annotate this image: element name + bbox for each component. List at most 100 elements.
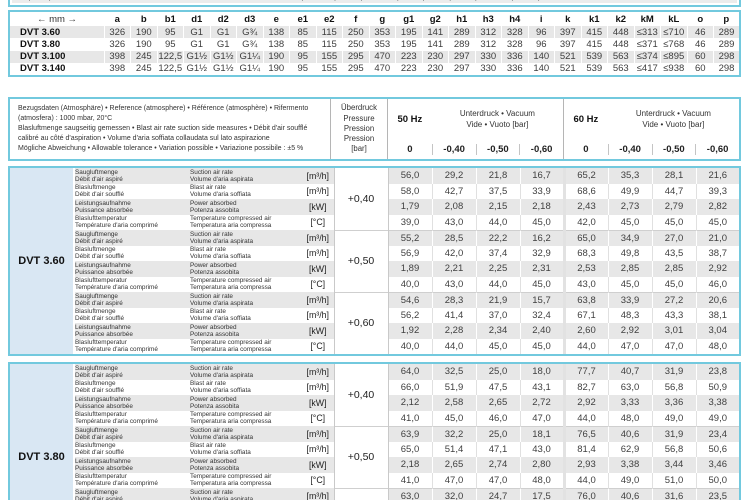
dims-unit-header: ← mm → xyxy=(36,13,78,25)
param-label-en: Blast air rate xyxy=(190,380,226,388)
dimensions-table: ← mm → a b b1 d1 d2 d3 e e1 e2 f g g1 g2 h1 h3 h4 i k k1 k2 k… xyxy=(8,10,741,77)
reference-line: Mögliche Abweichung • Allowable toleranc… xyxy=(18,145,304,152)
data-value: 3,38 xyxy=(695,395,739,411)
dims-value: 140 xyxy=(527,50,555,64)
reference-line: Bezugsdaten (Atmosphäre) • Reference (at… xyxy=(18,105,309,122)
dims-value: 190 xyxy=(130,38,157,51)
data-value: 63,8 xyxy=(562,291,608,308)
dims-value: ≤895 xyxy=(660,50,687,64)
param-label-en-it: Temperature compressed air Temperatura ar… xyxy=(190,215,302,231)
data-value: 46,0 xyxy=(475,410,520,426)
dims-value: 190 xyxy=(130,26,157,39)
dims-column-header: d3 xyxy=(244,13,256,25)
pressure-value: +0,40 xyxy=(333,364,389,426)
param-label-fr: Température d'aria comprimé xyxy=(75,222,158,230)
param-label-de-fr: Blaslufttemperatur Température d'aria com… xyxy=(74,277,190,293)
param-label-de-fr: Blaslufttemperatur Température d'aria com… xyxy=(74,473,190,489)
dims-value: 470 xyxy=(368,63,396,76)
dims-value: 141 xyxy=(421,38,449,51)
frequency-group-top: 60 Hz Unterdruck • Vacuum Vide • Vuoto [ba… xyxy=(564,99,739,140)
dims-value: 115 xyxy=(315,38,343,51)
param-label-de-fr: Blasluftmenge Débit d'air soufflé xyxy=(74,380,190,396)
data-value: 56,0 xyxy=(388,168,432,184)
dims-value: 295 xyxy=(342,50,369,64)
spec-row: Saugluftmenge Débit d'air aspiré Suction a… xyxy=(10,425,739,488)
data-value: 2,93 xyxy=(562,457,608,473)
dims-value: 95 xyxy=(289,63,316,76)
data-value: 31,6 xyxy=(651,487,696,500)
dims-value: 141 xyxy=(421,26,449,39)
data-value: 2,25 xyxy=(475,261,520,277)
data-value: 56,2 xyxy=(400,309,420,321)
model-name: DVT 3.60 xyxy=(20,26,61,38)
data-value: 32,4 xyxy=(519,307,564,323)
data-value: 31,9 xyxy=(651,425,696,442)
dims-value: 230 xyxy=(421,50,449,64)
vacuum-column-header: -0,50 xyxy=(651,144,696,155)
data-value: 47,0 xyxy=(519,410,564,426)
data-value: 68,3 xyxy=(562,245,608,261)
dims-value: ≤768 xyxy=(660,38,687,51)
param-label-de: Blaslufttemperatur xyxy=(75,411,127,419)
spec-row: Blasluftmenge Débit d'air soufflé Blast ai… xyxy=(10,441,739,457)
data-value: 2,40 xyxy=(519,323,564,339)
data-value: 66,0 xyxy=(400,381,420,393)
data-value: 46,0 xyxy=(695,276,739,292)
dims-column-header: f xyxy=(354,13,358,25)
param-label-en: Temperature compressed air xyxy=(190,473,272,481)
param-label-it: Temperatura aria compressa xyxy=(190,418,272,426)
param-label-de-fr: Saugluftmenge Débit d'air aspiré xyxy=(74,364,190,380)
frequency-label: 50 Hz xyxy=(397,114,423,125)
data-value: 44,0 xyxy=(562,472,608,488)
data-value: 45,0 xyxy=(651,214,696,230)
unit-label: [m³/h] xyxy=(302,488,334,500)
param-label-en: Suction air rate xyxy=(190,488,233,496)
unit-label: [m³/h] xyxy=(306,186,329,197)
data-value: 2,18 xyxy=(519,199,564,215)
unit-label: [kW] xyxy=(302,323,334,339)
unit-label: [kW] xyxy=(302,457,334,473)
data-value: 45,0 xyxy=(695,214,739,230)
data-value: 63,9 xyxy=(388,425,432,442)
param-label-it: Potenza assobita xyxy=(190,206,240,214)
data-value: 40,7 xyxy=(607,364,652,380)
param-label-de-fr: Leistungsaufnahme Puissance absorbée xyxy=(74,395,190,411)
spec-section: DVT 3.60 Saugluftmenge Débit d'air aspiré S… xyxy=(8,166,741,356)
data-value: 2,73 xyxy=(607,199,652,215)
data-value: 65,0 xyxy=(562,229,608,246)
param-label-en: Blast air rate xyxy=(190,442,226,450)
dims-value: G1 xyxy=(209,38,237,51)
dims-value: 398 xyxy=(103,50,131,64)
param-label-en-it: Power absorbed Potenza assobita xyxy=(190,199,302,215)
data-value: 15,7 xyxy=(519,291,564,308)
data-value: 76,0 xyxy=(562,487,608,500)
dims-value: 336 xyxy=(501,50,528,64)
dims-value: 46 xyxy=(686,26,714,39)
dims-value: 312 xyxy=(474,26,502,39)
vacuum-column-header: -0,60 xyxy=(695,144,739,155)
dims-value: 353 xyxy=(368,38,396,51)
data-value: 2,34 xyxy=(475,323,520,339)
dims-value: G1½ xyxy=(209,63,237,76)
data-value: 2,18 xyxy=(388,457,432,473)
dims-value: 470 xyxy=(368,50,396,64)
param-label-it: Potenza assobita xyxy=(190,330,240,338)
param-label-de-fr: Blaslufttemperatur Température d'aria com… xyxy=(74,215,190,231)
param-label-it: Potenza assobita xyxy=(190,464,240,472)
data-value: 33,9 xyxy=(519,183,564,199)
param-label-de: Saugluftmenge xyxy=(75,168,118,176)
data-value: 33,9 xyxy=(607,291,652,308)
dims-value: 250 xyxy=(342,26,369,39)
data-value: 50,6 xyxy=(695,441,739,457)
param-label-en: Blast air rate xyxy=(190,246,226,254)
param-label-de-fr: Blasluftmenge Débit d'air soufflé xyxy=(74,184,190,200)
dims-column-header: h3 xyxy=(482,13,494,25)
param-label-it: Volume d'aria soffiata xyxy=(190,449,251,457)
param-label-de-fr: Leistungsaufnahme Puissance absorbée xyxy=(74,199,190,215)
param-label-en-it: Temperature compressed air Temperatura ar… xyxy=(190,411,302,427)
vacuum-column-header: -0,40 xyxy=(607,144,652,155)
dims-value: 326 xyxy=(103,26,131,39)
dims-row: DVT 3.60 326 190 95 G1 G1 G¾ 138 85 115 250 353 195 1… xyxy=(9,26,740,39)
frequency-group-top: 50 Hz Unterdruck • Vacuum Vide • Vuoto [ba… xyxy=(388,99,563,140)
param-label-de-fr: Blaslufttemperatur Température d'aria com… xyxy=(74,339,190,355)
